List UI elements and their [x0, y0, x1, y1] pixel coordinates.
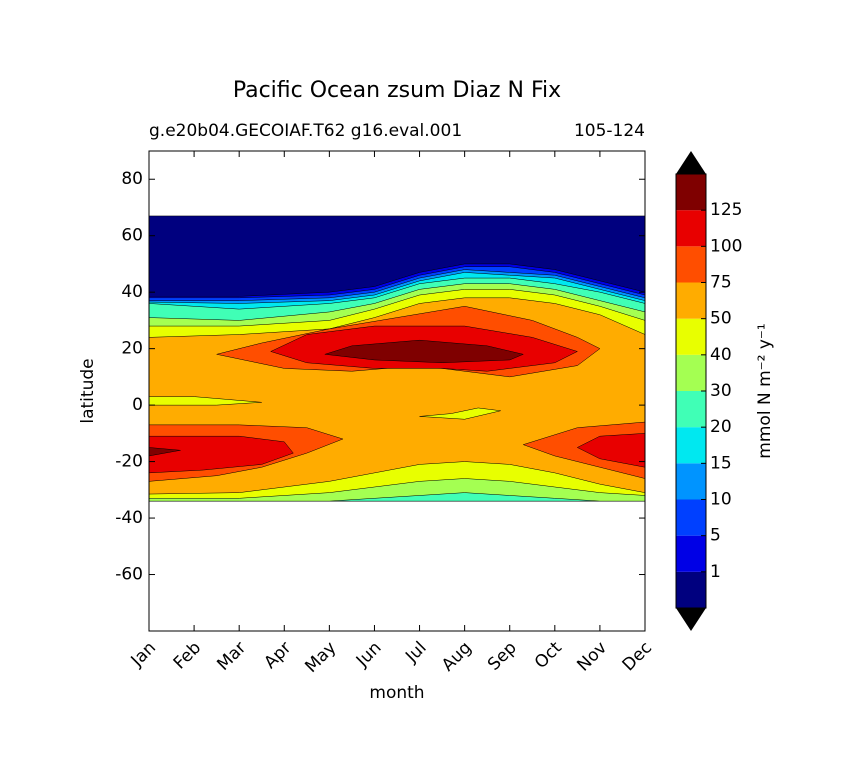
- y-tick-label: 40: [121, 282, 143, 302]
- colorbar-tick-label: 125: [710, 200, 742, 220]
- colorbar-tick-label: 75: [710, 273, 732, 293]
- colorbar-tick-label: 1: [710, 562, 721, 582]
- x-tick-label: Nov: [573, 638, 611, 676]
- contour-region: [419, 407, 501, 420]
- colorbar-band: [676, 282, 706, 319]
- colorbar-tick-label: 30: [710, 381, 732, 401]
- colorbar-tick-label: 5: [710, 526, 721, 546]
- contour-region: [148, 435, 294, 474]
- colorbar-band: [676, 571, 706, 608]
- subtitle-left: g.e20b04.GECOIAF.T62 g16.eval.001: [149, 121, 462, 141]
- x-tick-label: Dec: [619, 638, 656, 675]
- x-tick-label: Jun: [352, 638, 386, 672]
- colorbar-band: [676, 354, 706, 391]
- x-tick-label: Mar: [213, 638, 250, 675]
- x-tick-label: Jan: [127, 638, 160, 671]
- x-tick-label: May: [301, 638, 340, 677]
- y-tick-label: 60: [121, 226, 143, 246]
- y-tick-label: -60: [115, 565, 143, 585]
- colorbar-band: [676, 174, 706, 211]
- x-tick-label: Feb: [170, 638, 205, 673]
- x-tick-label: Oct: [531, 638, 566, 673]
- colorbar-band: [676, 499, 706, 536]
- colorbar-tick-label: 10: [710, 490, 732, 510]
- colorbar-tick-label: 50: [710, 309, 732, 329]
- x-tick-label: Apr: [260, 638, 295, 673]
- colorbar-tick-label: 100: [710, 236, 742, 256]
- colorbar-tick-label: 40: [710, 345, 732, 365]
- x-tick-label: Aug: [438, 638, 476, 676]
- colorbar-band: [676, 427, 706, 464]
- y-tick-label: -20: [115, 452, 143, 472]
- y-axis-label: latitude: [78, 358, 98, 423]
- colorbar-tick-label: 15: [710, 453, 732, 473]
- colorbar-label: mmol N m⁻² y⁻¹: [755, 323, 775, 458]
- colorbar-tick-label: 20: [710, 417, 732, 437]
- contour-region: [324, 339, 525, 364]
- colorbar-extend-bottom: [676, 608, 706, 631]
- y-tick-label: 0: [132, 395, 143, 415]
- y-tick-label: 20: [121, 339, 143, 359]
- x-axis-label: month: [369, 683, 424, 703]
- subtitle-right: 105-124: [574, 121, 645, 141]
- colorbar-band: [676, 246, 706, 283]
- y-tick-label: 80: [121, 169, 143, 189]
- colorbar-band: [676, 318, 706, 355]
- plot-frame: [148, 150, 646, 632]
- colorbar-band: [676, 210, 706, 247]
- colorbar-band: [676, 391, 706, 428]
- colorbar-band: [676, 535, 706, 572]
- colorbar-band: [676, 463, 706, 500]
- chart-title: Pacific Ocean zsum Diaz N Fix: [233, 78, 561, 103]
- x-tick-label: Jul: [401, 638, 430, 667]
- x-tick-label: Sep: [484, 638, 521, 675]
- y-tick-label: -40: [115, 508, 143, 528]
- colorbar-extend-top: [676, 151, 706, 174]
